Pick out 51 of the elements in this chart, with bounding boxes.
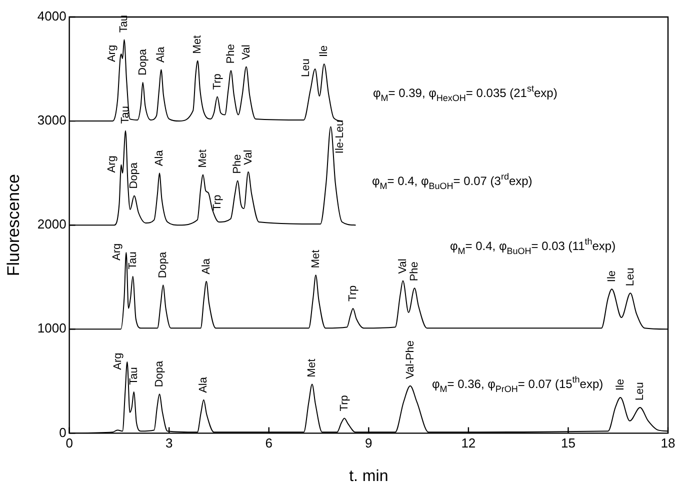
x-tick-label: 15 [560,436,576,451]
annotation: Val [396,258,409,274]
annotation: Ile [614,378,626,391]
x-axis-title: t. min [349,468,388,485]
x-tick-label: 6 [265,436,272,451]
annotation: Tau [120,106,132,124]
annotation: Phe [408,262,421,282]
y-tick-label: 0 [59,424,66,440]
annotation: Arg [106,156,118,173]
annotation: Phe [232,154,244,174]
y-axis-title: Fluorescence [4,174,23,276]
annotation: Arg [112,352,124,370]
annotation: Val [242,150,254,165]
annotation: Leu [300,58,312,78]
x-tick-label: 18 [660,436,676,451]
annotation: Arg [111,243,124,260]
annotation: Dopa [153,360,166,388]
annotation: Trp [211,74,224,90]
annotation: Trp [338,395,350,412]
x-tick-label: 9 [365,436,372,451]
annotation: Val-Phe [404,340,416,379]
annotation: Trp [347,285,360,302]
annotation: Ala [198,376,210,393]
annotation: Val [240,44,252,60]
annotation: Trp [211,194,224,211]
annotation: Ile [606,270,618,282]
annotation: Arg [106,44,118,62]
annotation: Dopa [157,250,170,278]
y-tick-label: 3000 [37,112,66,128]
x-tick-label: 3 [165,436,173,451]
annotation: Ile-Leu [334,120,346,154]
annotation: Ala [155,46,168,63]
annotation: Ala [153,149,166,166]
annotation: Leu [624,268,636,286]
annotation: Met [306,358,318,378]
y-tick-label: 4000 [37,8,66,24]
y-tick-label: 2000 [37,216,66,232]
annotation: Met [192,35,204,54]
annotation: Leu [634,382,646,400]
annotation: Dopa [128,162,140,189]
annotation: Tau [128,367,140,385]
x-tick-label: 12 [461,436,476,451]
annotation: Ile [318,45,330,58]
annotation: Ala [200,258,212,274]
annotation: Met [197,149,210,168]
annotation: Phe [224,44,237,64]
y-tick-label: 1000 [37,320,66,336]
annotation: Dopa [136,48,149,76]
annotation: Tau [118,14,130,33]
annotation: Tau [126,252,139,270]
annotation: Met [310,250,322,268]
